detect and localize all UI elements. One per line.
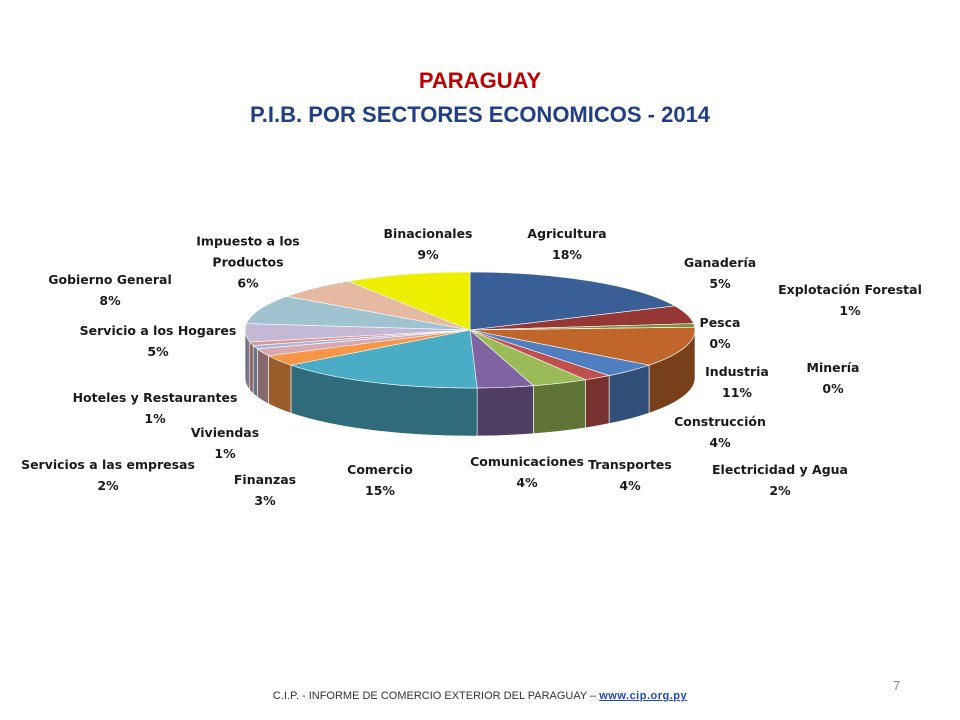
label-value: 1% — [839, 303, 861, 318]
data-label: Industria 11% — [705, 361, 769, 403]
footer-link[interactable]: www.cip.org.py — [599, 690, 688, 702]
slice-side — [257, 348, 269, 405]
data-label: Servicios a las empresas 2% — [21, 454, 195, 496]
data-label: Comercio 15% — [347, 459, 413, 501]
page-number: 7 — [893, 678, 901, 693]
label-name: Gobierno General — [48, 272, 172, 287]
label-name: Pesca — [699, 315, 741, 330]
data-label: Binacionales 9% — [384, 223, 473, 265]
label-value: 6% — [237, 275, 259, 291]
chart-subtitle: P.I.B. POR SECTORES ECONOMICOS - 2014 — [249, 102, 711, 127]
label-value: 0% — [709, 336, 731, 351]
slice-side — [268, 355, 292, 414]
label-name: Viviendas — [190, 425, 260, 440]
chart-title: PARAGUAY — [418, 68, 542, 93]
label-name: Construcción — [674, 414, 766, 429]
slice-side — [476, 385, 534, 437]
slice — [469, 326, 696, 366]
slice-side — [585, 375, 610, 429]
label-value: 4% — [516, 475, 538, 490]
slice-side — [252, 344, 258, 398]
label-value: 18% — [552, 247, 582, 262]
data-label: Ganadería 5% — [684, 252, 756, 294]
label-name: Minería — [806, 360, 860, 375]
data-label: Transportes 4% — [588, 454, 672, 496]
data-label: Explotación Forestal 1% — [778, 279, 922, 321]
footer: C.I.P. - INFORME DE COMERCIO EXTERIOR DE… — [0, 690, 960, 702]
label-name: Explotación Forestal — [778, 282, 922, 297]
label-name: Transportes — [588, 457, 672, 472]
data-label: Hoteles y Restaurantes 1% — [73, 387, 238, 429]
data-label: Comunicaciones 4% — [470, 451, 584, 493]
label-value: 5% — [147, 344, 169, 359]
label-value: 1% — [144, 411, 166, 426]
slice — [289, 329, 478, 389]
data-label: Minería 0% — [807, 357, 860, 399]
data-label: Impuesto a los Productos 6% — [193, 231, 303, 294]
label-name: Agricultura — [527, 226, 607, 241]
data-label: Viviendas 1% — [191, 422, 259, 464]
label-value: 8% — [99, 293, 121, 308]
label-value: 4% — [619, 478, 641, 493]
label-name: Servicios a las empresas — [21, 457, 195, 472]
slice-side — [533, 379, 586, 434]
label-value: 11% — [722, 385, 752, 400]
label-value: 0% — [822, 381, 844, 396]
label-value: 5% — [709, 276, 731, 291]
data-label: Electricidad y Agua 2% — [712, 459, 848, 501]
label-value: 4% — [709, 435, 731, 450]
label-name: Finanzas — [233, 472, 297, 487]
data-label: Finanzas 3% — [234, 469, 296, 511]
data-label: Pesca 0% — [700, 312, 741, 354]
label-name: Electricidad y Agua — [712, 462, 848, 477]
label-name: Comercio — [347, 462, 413, 477]
label-name: Industria — [705, 364, 769, 379]
label-name: Ganadería — [683, 255, 757, 270]
slice — [347, 271, 471, 331]
label-value: 2% — [769, 483, 791, 498]
slice-side — [249, 341, 254, 395]
label-name: Comunicaciones — [470, 454, 584, 469]
label-value: 15% — [365, 483, 395, 498]
data-label: Servicio a los Hogares 5% — [80, 320, 237, 362]
data-label: Agricultura 18% — [527, 223, 606, 265]
label-value: 2% — [97, 478, 119, 493]
data-label: Construcción 4% — [674, 411, 766, 453]
label-name: Binacionales — [383, 226, 473, 241]
footer-text: C.I.P. - INFORME DE COMERCIO EXTERIOR DE… — [272, 690, 597, 702]
label-name: Servicio a los Hogares — [79, 323, 237, 338]
label-name: Hoteles y Restaurantes — [72, 390, 238, 405]
slice — [245, 296, 471, 331]
label-value: 1% — [214, 446, 236, 461]
label-name: Impuesto a los Productos — [196, 233, 300, 270]
label-value: 9% — [417, 247, 439, 262]
label-value: 3% — [254, 493, 276, 508]
slice — [469, 271, 676, 331]
data-label: Gobierno General 8% — [48, 269, 172, 311]
